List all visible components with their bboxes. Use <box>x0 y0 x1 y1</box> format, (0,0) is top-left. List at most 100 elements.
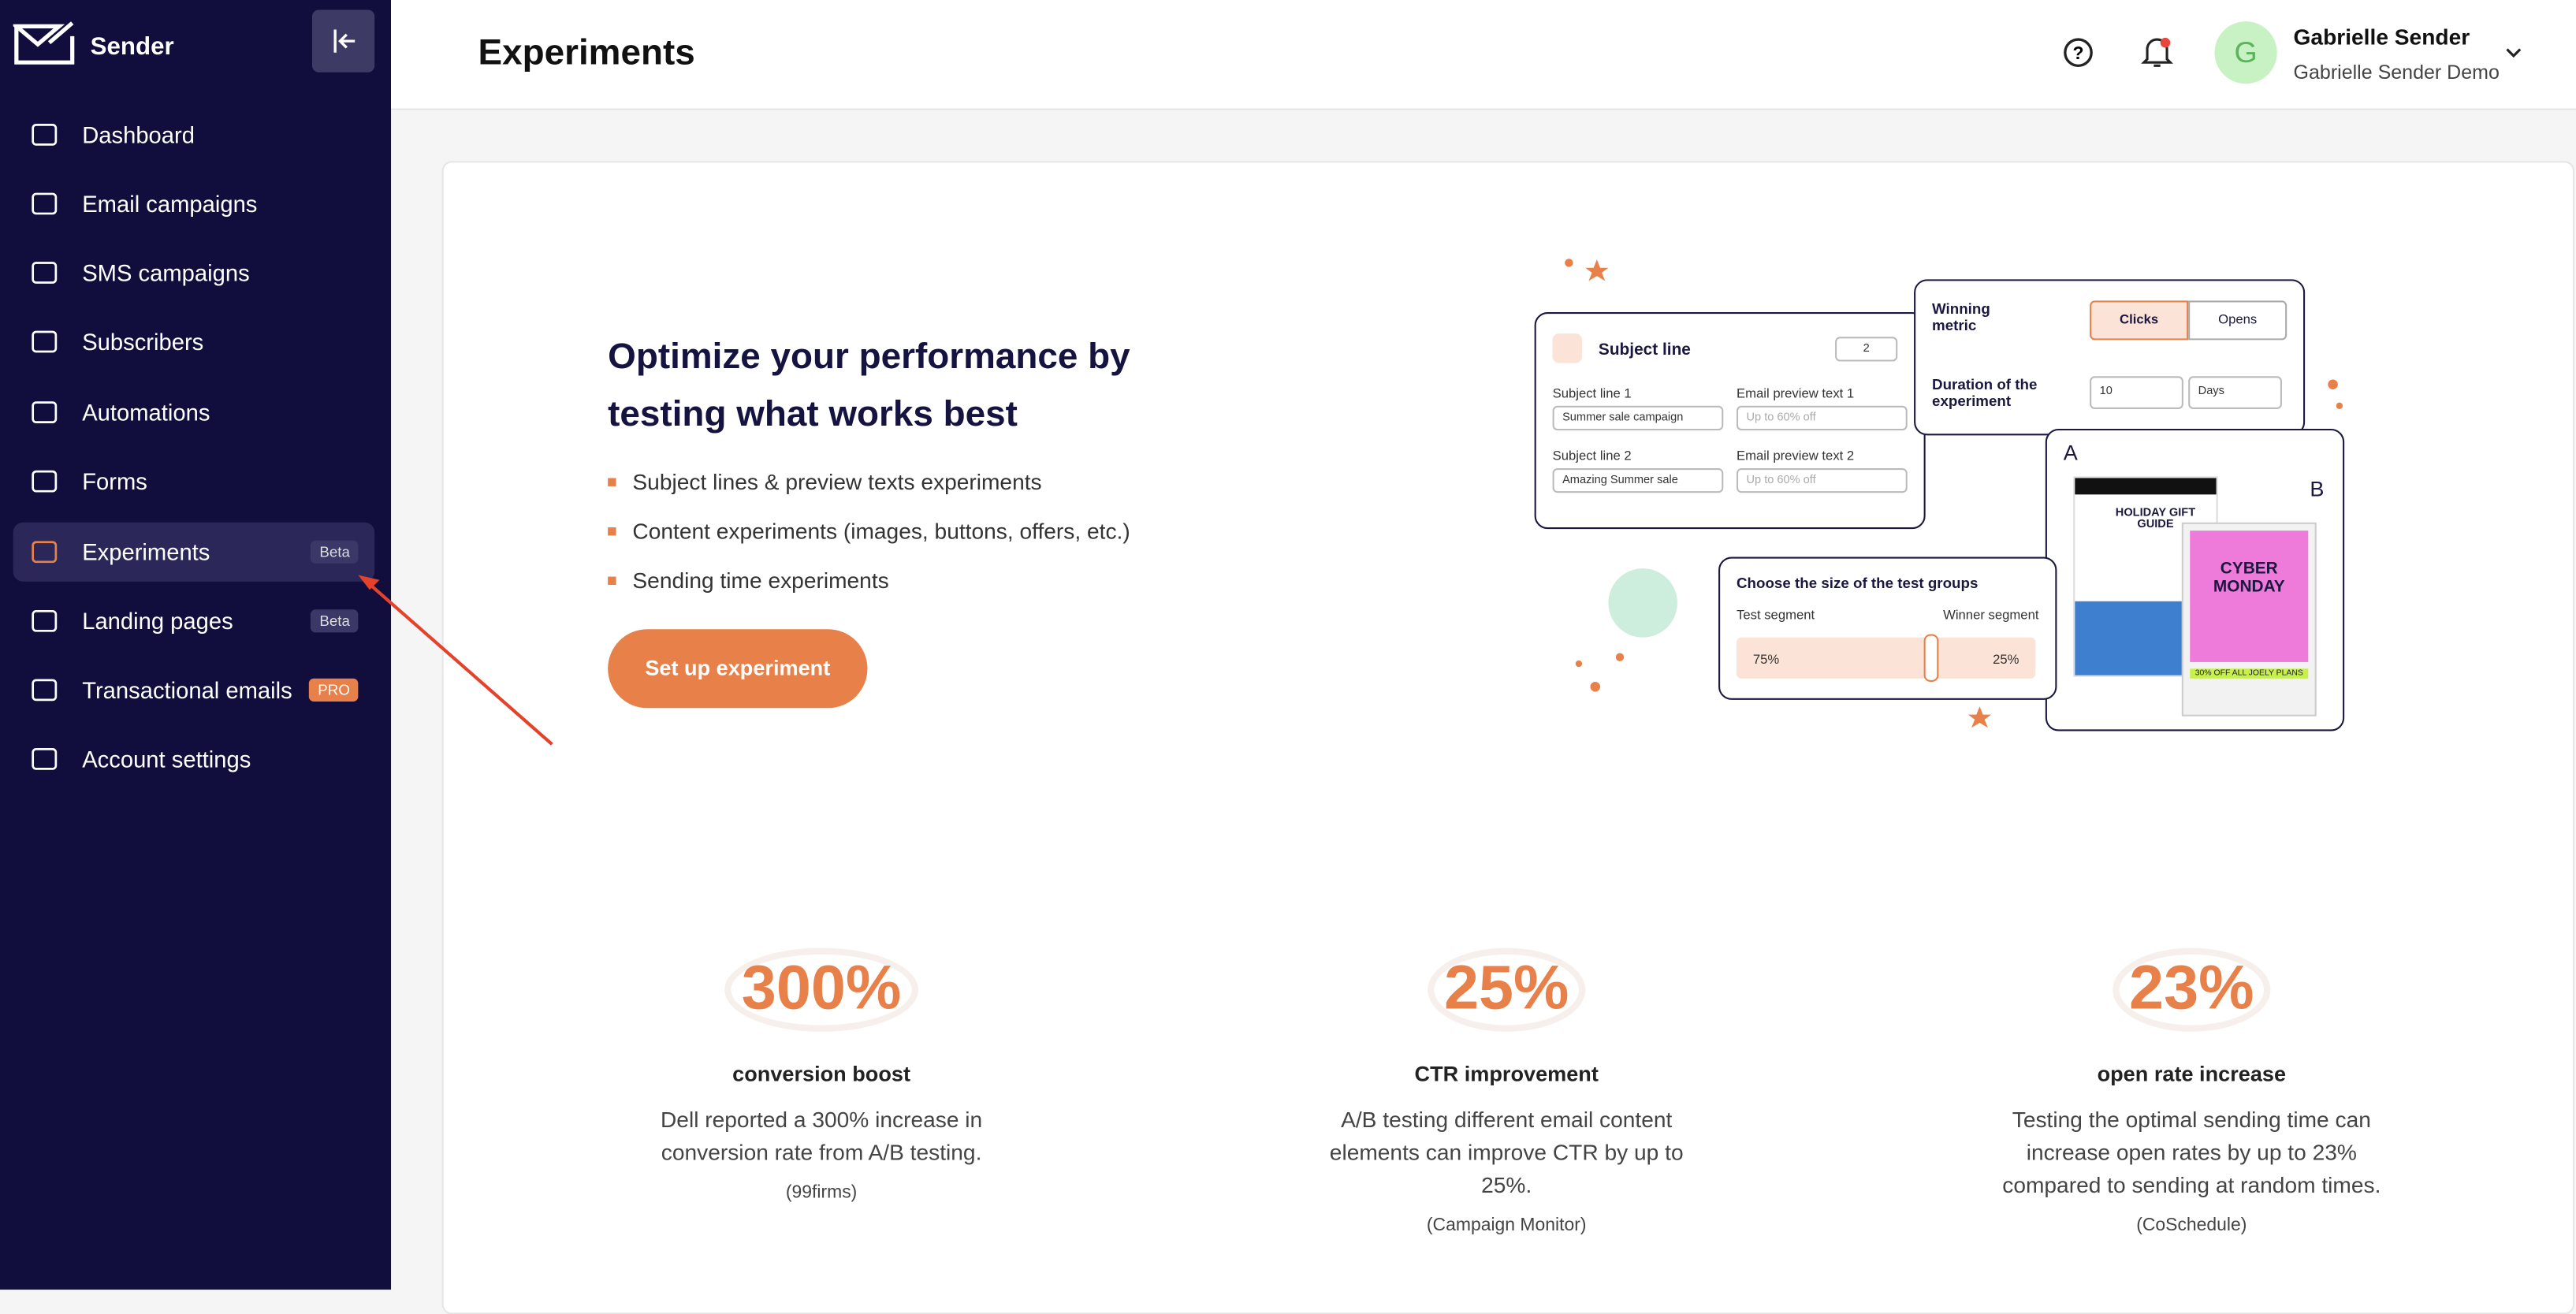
nav-icon <box>32 330 58 353</box>
nav-item[interactable]: Subscribers <box>13 312 375 371</box>
nav-icon <box>32 192 58 215</box>
field-value: Up to 60% off <box>1736 405 1908 431</box>
bullet-text: Content experiments (images, buttons, of… <box>632 519 1130 544</box>
content-card: Optimize your performance by testing wha… <box>441 161 2574 1314</box>
stat-source: (Campaign Monitor) <box>1426 1215 1587 1236</box>
stat-label: CTR improvement <box>1414 1061 1599 1086</box>
nav-item[interactable]: Forms <box>13 452 375 511</box>
nav-icon <box>32 679 58 702</box>
stat-value: 300% <box>731 955 911 1026</box>
field-label: Email preview text 2 <box>1736 448 1855 463</box>
annotation-arrow <box>358 575 553 746</box>
field-label: Subject line 2 <box>1552 448 1632 463</box>
avatar: G <box>2214 21 2277 84</box>
duration-label: Duration of the experiment <box>1932 376 2038 409</box>
user-name: Gabrielle Sender <box>2293 24 2470 50</box>
nav-icon <box>32 748 58 770</box>
brand: Sender <box>90 32 174 61</box>
field-value: Up to 60% off <box>1736 467 1908 493</box>
option: Opens <box>2188 300 2288 341</box>
stat: 25% CTR improvement A/B testing different … <box>1260 955 1753 1235</box>
bullet-dot <box>608 527 616 536</box>
stat-description: A/B testing different email content elem… <box>1329 1107 1684 1198</box>
variants-card: A B HOLIDAY GIFT GUIDE CYBER MONDAY 30% … <box>2045 428 2345 731</box>
nav-icon <box>32 401 58 423</box>
decor <box>1565 259 2343 728</box>
bullet: Subject lines & preview texts experiment… <box>608 470 1042 495</box>
nav-item[interactable]: Landing pages Beta <box>13 591 375 650</box>
svg-text:?: ? <box>2073 43 2084 63</box>
nav-item[interactable]: Email campaigns <box>13 174 375 233</box>
nav-label: Automations <box>82 399 210 426</box>
stat: 300% conversion boost Dell reported a 300%… <box>575 955 1067 1203</box>
nav-item[interactable]: Automations <box>13 383 375 442</box>
nav-icon <box>32 262 58 284</box>
bullet-dot <box>608 478 616 486</box>
nav-item[interactable]: SMS campaigns <box>13 243 375 302</box>
nav-label: Account settings <box>82 746 251 772</box>
notifications-icon[interactable] <box>2141 35 2174 71</box>
variant-a: A <box>2063 440 2078 465</box>
user-menu[interactable] <box>2503 44 2523 61</box>
nav-badge: PRO <box>309 678 359 702</box>
unit: Days <box>2188 376 2282 409</box>
nav-icon <box>32 470 58 493</box>
stat: 23% open rate increase Testing the optimal… <box>1945 955 2438 1235</box>
stat-label: open rate increase <box>2097 1061 2287 1086</box>
nav-label: Dashboard <box>82 121 195 148</box>
hero-heading: Optimize your performance by testing wha… <box>608 335 1130 434</box>
variant-b-text: CYBER MONDAY <box>2190 530 2309 662</box>
nav-badge: Beta <box>311 540 359 564</box>
nav-label: Experiments <box>82 538 210 565</box>
nav-item[interactable]: Transactional emails PRO <box>13 661 375 720</box>
stat-description: Testing the optimal sending time can inc… <box>2002 1107 2381 1198</box>
sidebar: Sender Dashboard Email campaigns SMS campa… <box>0 0 392 1290</box>
variant-b-offer: 30% OFF ALL JOELY PLANS <box>2190 668 2309 679</box>
bullet: Content experiments (images, buttons, of… <box>608 519 1130 544</box>
help-icon[interactable]: ? <box>2062 36 2095 69</box>
groups-title: Choose the size of the test groups <box>1736 575 1979 592</box>
left-value: 75% <box>1752 652 1780 668</box>
metric-card: Winning metric Clicks Opens Duration of … <box>1914 279 2306 436</box>
nav-icon <box>32 124 58 146</box>
page-title: Experiments <box>478 31 695 73</box>
nav-item[interactable]: Dashboard <box>13 105 375 164</box>
group-left: Test segment <box>1736 608 1815 623</box>
nav-icon <box>32 609 58 632</box>
stat-value: 25% <box>1434 955 1579 1026</box>
field-value: Summer sale campaign <box>1552 405 1724 431</box>
nav-icon <box>32 541 58 564</box>
nav-item[interactable]: Account settings <box>13 729 375 788</box>
stat-source: (99firms) <box>785 1182 858 1203</box>
nav-badge: Beta <box>311 609 359 633</box>
metric-label: Winning metric <box>1932 300 1990 334</box>
group-right: Winner segment <box>1943 608 2039 623</box>
nav-label: Email campaigns <box>82 190 258 218</box>
field-value: Amazing Summer sale <box>1552 467 1724 493</box>
nav-label: Landing pages <box>82 608 233 635</box>
bullet-dot <box>608 576 616 585</box>
option: Clicks <box>2090 300 2189 341</box>
subject-title: Subject line <box>1598 341 1691 360</box>
bullet-text: Sending time experiments <box>632 568 889 594</box>
field-label: Email preview text 1 <box>1736 385 1855 401</box>
count: 2 <box>1835 337 1898 362</box>
bullet: Sending time experiments <box>608 568 889 593</box>
bullet-text: Subject lines & preview texts experiment… <box>632 470 1042 495</box>
duration: 10 <box>2090 376 2183 409</box>
variant-a-text: HOLIDAY GIFT GUIDE <box>2115 508 2196 531</box>
stat-value: 23% <box>2120 955 2265 1026</box>
field-label: Subject line 1 <box>1552 385 1632 401</box>
nav-label: Subscribers <box>82 328 204 355</box>
stat-description: Dell reported a 300% increase in convers… <box>660 1107 983 1165</box>
variant-b: B <box>2310 476 2325 501</box>
nav-item[interactable]: Experiments Beta <box>13 522 375 582</box>
nav-label: Forms <box>82 467 147 495</box>
header: Experiments ? G Gabrielle Sender Gabriel… <box>391 0 2576 110</box>
right-value: 25% <box>1993 652 2019 668</box>
collapse-button[interactable] <box>311 9 375 73</box>
nav-label: SMS campaigns <box>82 259 250 286</box>
setup-button[interactable]: Set up experiment <box>608 629 868 709</box>
logo <box>13 21 75 65</box>
